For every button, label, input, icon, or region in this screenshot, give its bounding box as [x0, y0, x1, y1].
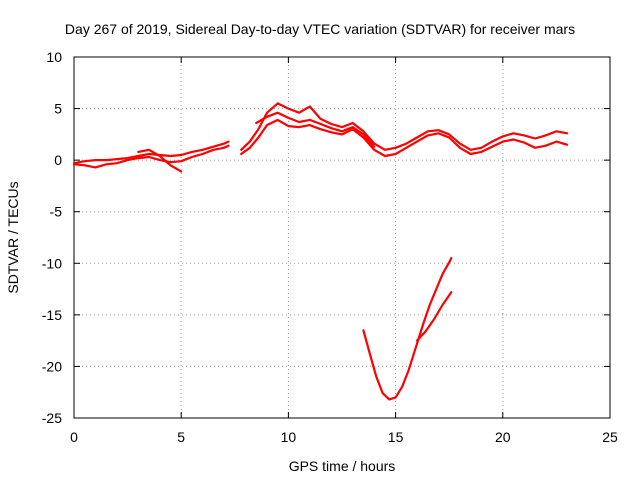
y-tick-label-4: -10: [42, 255, 62, 271]
x-axis-title: GPS time / hours: [289, 458, 396, 474]
y-tick-label-3: -5: [50, 204, 63, 220]
x-tick-label-3: 15: [388, 429, 404, 445]
x-tick-label-1: 5: [177, 429, 185, 445]
y-tick-label-7: -25: [42, 410, 62, 426]
y-axis-tick-labels: 10 5 0 -5 -10 -15 -20 -25: [42, 49, 62, 426]
y-tick-label-0: 10: [46, 49, 62, 65]
chart-title: Day 267 of 2019, Sidereal Day-to-day VTE…: [65, 21, 575, 37]
x-axis-tick-labels: 0 5 10 15 20 25: [70, 429, 618, 445]
y-tick-label-5: -15: [42, 307, 62, 323]
series-line-5: [255, 111, 376, 148]
series-line-4: [240, 118, 569, 158]
x-tick-label-2: 10: [281, 429, 297, 445]
y-tick-label-2: 0: [54, 152, 62, 168]
series-line-3: [240, 102, 569, 151]
plot-frame: [73, 56, 611, 419]
series-line-7: [415, 291, 453, 342]
series-line-1: [72, 144, 230, 169]
series-line-6: [362, 257, 453, 401]
y-tick-label-1: 5: [54, 101, 62, 117]
axis-ticks: [73, 56, 611, 419]
series-layer: [72, 102, 569, 401]
x-tick-label-0: 0: [70, 429, 78, 445]
y-tick-label-6: -20: [42, 358, 62, 374]
series-line-2: [137, 148, 183, 173]
series-line-0: [72, 140, 230, 165]
x-tick-label-4: 20: [495, 429, 511, 445]
x-tick-label-5: 25: [602, 429, 618, 445]
y-axis-title: SDTVAR / TECUs: [5, 181, 21, 293]
